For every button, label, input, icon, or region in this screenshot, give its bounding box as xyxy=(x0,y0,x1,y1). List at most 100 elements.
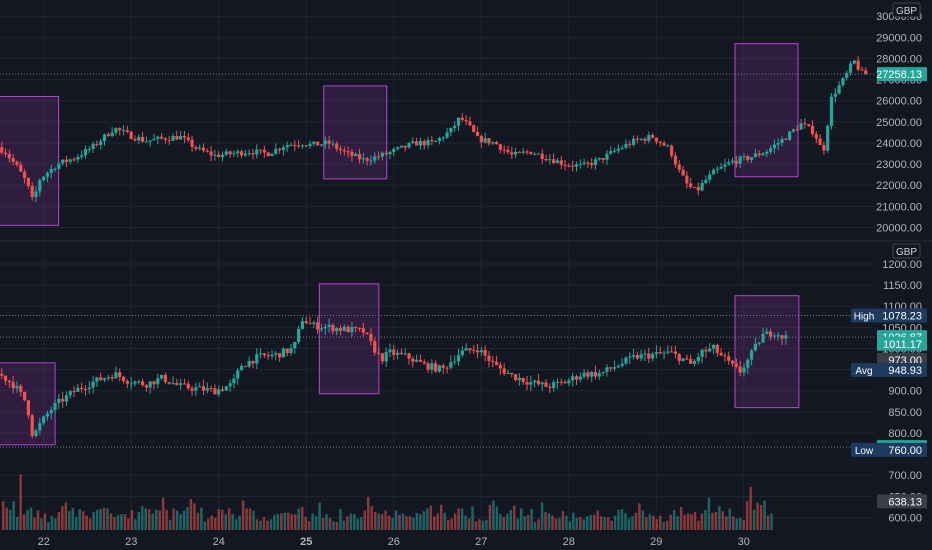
candle-bottom-body xyxy=(765,331,769,334)
candle-top-body xyxy=(533,154,537,156)
candle-top-body xyxy=(590,162,594,165)
volume-bar xyxy=(426,508,429,530)
candle-top-body xyxy=(715,168,719,170)
volume-bar xyxy=(693,512,697,530)
candle-top-body xyxy=(860,69,864,71)
candle-top-body xyxy=(456,117,461,126)
candle-top-body xyxy=(441,137,445,139)
price-label: 27258.13 xyxy=(876,69,922,81)
volume-bar xyxy=(61,506,64,530)
volume-bar xyxy=(655,519,659,530)
candle-top-body xyxy=(799,123,803,130)
candle-bottom-body xyxy=(487,355,491,361)
candle-top-body xyxy=(704,179,708,183)
volume-bar xyxy=(471,506,474,530)
candle-top-body xyxy=(525,151,529,153)
candle-top-body xyxy=(719,166,723,169)
candle-bottom-body xyxy=(540,382,544,385)
candle-top-body xyxy=(708,174,712,180)
volume-bar xyxy=(95,509,99,530)
candle-top-body xyxy=(350,151,354,156)
price-label-box xyxy=(877,494,927,509)
candle-bottom-body xyxy=(331,324,335,332)
volume-bar xyxy=(92,512,95,530)
volume-bar xyxy=(676,516,679,530)
candle-top-body xyxy=(513,151,518,155)
candle-top-body xyxy=(335,143,339,149)
candle-bottom-body xyxy=(293,341,297,349)
candle-bottom-body xyxy=(510,373,514,375)
volume-bar xyxy=(360,517,363,530)
candle-bottom-body xyxy=(68,391,72,396)
candle-top-body xyxy=(491,142,495,144)
candle-top-body xyxy=(232,153,236,155)
candle-top-body xyxy=(121,130,126,132)
candle-bottom-body xyxy=(106,377,110,379)
candle-top-body xyxy=(742,156,746,158)
volume-bar xyxy=(214,517,217,530)
candle-top-body xyxy=(780,138,784,143)
candle-top-body xyxy=(605,153,609,160)
candle-bottom-body xyxy=(753,343,757,351)
candle-bottom-body xyxy=(0,373,4,376)
candle-bottom-body xyxy=(620,363,624,366)
candle-bottom-body xyxy=(574,376,579,380)
candle-top-body xyxy=(34,191,38,198)
volume-bar xyxy=(707,497,711,530)
volume-bar xyxy=(40,518,43,530)
candle-bottom-body xyxy=(555,381,560,383)
candle-top-body xyxy=(38,180,42,192)
candle-bottom-body xyxy=(327,324,331,327)
volume-bar xyxy=(679,506,683,530)
candle-top-body xyxy=(407,143,411,148)
time-axis[interactable]: 22 23 24 25 26 27 28 29 30 xyxy=(38,536,750,548)
candle-bottom-body xyxy=(628,356,632,358)
volume-bar xyxy=(443,512,446,530)
candle-top-body xyxy=(453,125,457,128)
candle-bottom-body xyxy=(38,423,42,431)
candle-top-body xyxy=(468,121,472,126)
price-label-box xyxy=(877,336,927,351)
candle-bottom-body xyxy=(57,398,61,404)
candle-top-body xyxy=(506,149,510,153)
candle-top-body xyxy=(612,150,617,152)
candle-top-body xyxy=(91,143,95,149)
volume-bar xyxy=(363,510,367,530)
candle-top-body xyxy=(685,175,689,184)
volume-bar xyxy=(558,517,561,530)
volume-bar xyxy=(245,508,248,530)
volume-bar xyxy=(634,512,638,530)
candle-top-body xyxy=(609,151,613,154)
candle-bottom-body xyxy=(338,328,343,331)
volume-bar xyxy=(568,521,572,530)
candle-bottom-body xyxy=(316,322,320,330)
candle-top-body xyxy=(415,141,419,146)
candle-top-body xyxy=(140,137,145,142)
candle-top-body xyxy=(552,159,556,164)
candle-bottom-body xyxy=(392,349,396,355)
volume-bar xyxy=(749,486,752,530)
candle-top-body xyxy=(380,152,384,157)
candle-bottom-body xyxy=(357,328,362,330)
volume-bar xyxy=(405,516,408,530)
x-tick-label: 25 xyxy=(300,536,312,548)
volume-bar xyxy=(113,517,116,530)
x-tick-label: 23 xyxy=(125,536,137,548)
volume-bar xyxy=(380,514,384,530)
candle-top-body xyxy=(578,163,582,165)
volume-bar xyxy=(478,519,481,530)
volume-bar xyxy=(238,515,241,530)
volume-bar xyxy=(401,513,405,530)
candle-top-body xyxy=(102,134,107,142)
candle-bottom-body xyxy=(464,348,468,351)
volume-bar xyxy=(127,518,130,530)
candle-top-body xyxy=(19,164,23,172)
volume-bar xyxy=(339,509,342,530)
volume-bar xyxy=(328,517,332,530)
candle-top-body xyxy=(517,151,521,153)
candle-bottom-body xyxy=(72,391,76,393)
candle-top-body xyxy=(753,153,757,158)
volume-bar xyxy=(36,510,40,530)
candle-bottom-body xyxy=(776,335,780,337)
